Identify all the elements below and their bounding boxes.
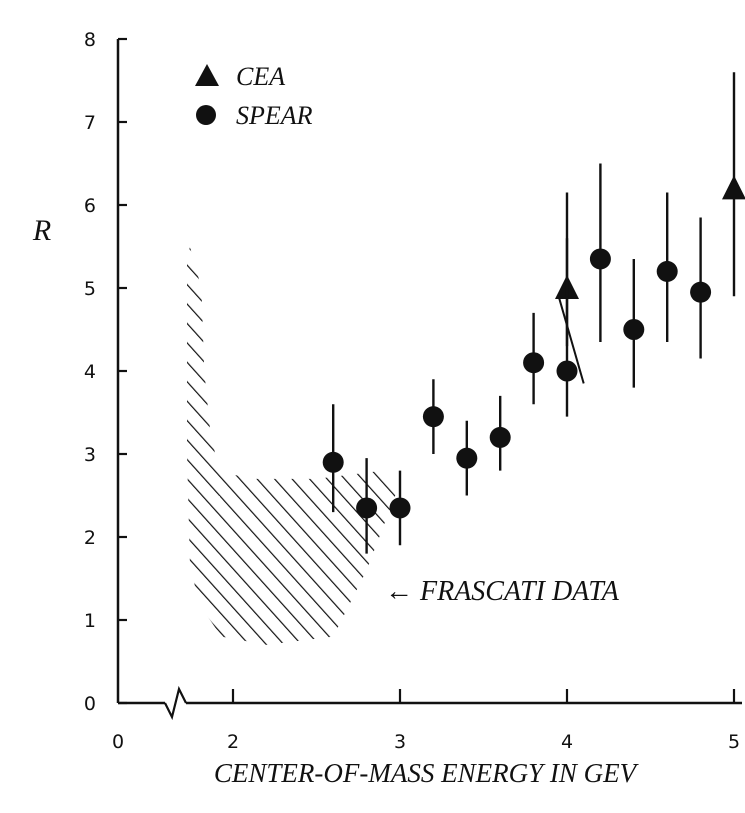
spear-point: [356, 497, 378, 519]
x-tick-group: 0 2 3 4 5: [112, 689, 740, 753]
legend-label-cea: CEA: [236, 62, 285, 91]
y-tick-label: 5: [84, 278, 96, 300]
y-tick-group: 0 1 2 3 4 5 6 7 8: [84, 29, 127, 715]
legend-marker-spear: [196, 105, 216, 125]
spear-point: [523, 352, 545, 374]
spear-point: [623, 319, 645, 340]
y-tick-label: 7: [84, 112, 96, 134]
cea-point: [722, 175, 745, 200]
spear-point: [656, 260, 678, 282]
x-tick-label: 3: [394, 731, 406, 753]
x-axis-label: CENTER-OF-MASS ENERGY IN GEV: [214, 758, 640, 788]
spear-point: [322, 451, 344, 473]
y-tick-label: 8: [84, 29, 96, 51]
spear-point: [389, 497, 411, 519]
spear-point: [690, 281, 712, 303]
frascati-annotation: ← FRASCATI DATA: [385, 576, 620, 607]
legend-marker-cea: [195, 64, 219, 86]
y-tick-label: 1: [84, 610, 96, 632]
x-axis-break-mark: [164, 685, 187, 721]
y-axis-label: R: [32, 214, 51, 247]
x-tick-label: 4: [561, 731, 573, 753]
frascati-hatched-region: [187, 246, 400, 645]
spear-point: [422, 406, 444, 428]
y-tick-label: 4: [84, 361, 96, 383]
data-marks: [322, 72, 745, 554]
x-tick-label: 5: [728, 731, 740, 753]
y-tick-label: 3: [84, 444, 96, 466]
y-tick-label: 0: [84, 693, 96, 715]
cea-offset-bar: [557, 296, 585, 384]
y-tick-label: 6: [84, 195, 96, 217]
legend: CEA SPEAR: [195, 62, 313, 130]
spear-point: [456, 447, 478, 469]
spear-point: [489, 426, 511, 448]
spear-point: [589, 248, 611, 270]
x-tick-label: 0: [112, 731, 124, 753]
spear-point: [556, 360, 578, 382]
legend-label-spear: SPEAR: [236, 101, 313, 130]
y-tick-label: 2: [84, 527, 96, 549]
x-tick-label: 2: [227, 731, 239, 753]
